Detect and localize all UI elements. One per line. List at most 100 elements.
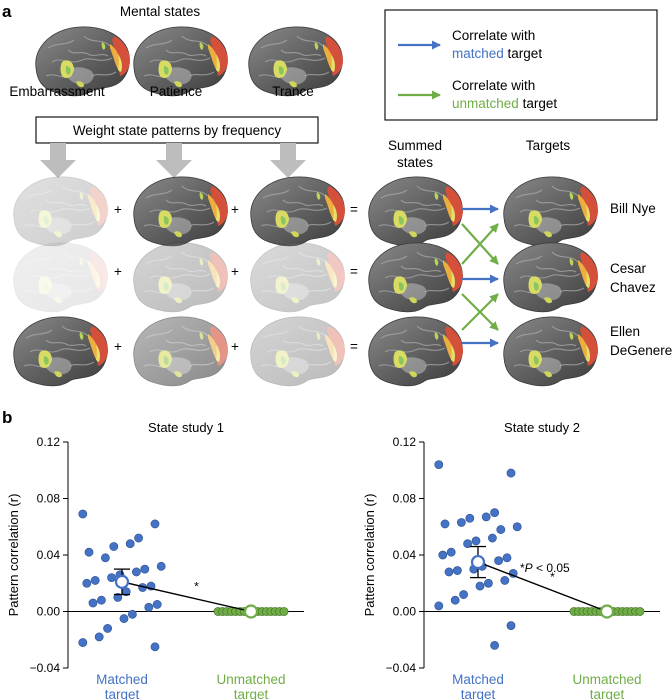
state-label-embarrassment: Embarrassment: [9, 84, 105, 99]
matched-point: [97, 595, 106, 605]
weighted-brain: [133, 242, 229, 313]
weighted-brain: [250, 176, 346, 247]
matched-point: [131, 567, 141, 577]
chart-title: State study 1: [148, 420, 224, 435]
plus-sign: +: [231, 339, 239, 354]
chart-state-study-1: State study 1 −0.04 0.00 0.04 0.08 0.12 Patter…: [6, 420, 304, 700]
matched-point: [506, 468, 516, 478]
chart-state-study-2: State study 2 −0.04 0.00 0.04 0.08 0.12 Patter…: [362, 420, 660, 700]
matched-point: [446, 547, 456, 557]
matched-point: [496, 525, 506, 534]
matched-point: [84, 547, 94, 557]
legend-matched-line: matched target: [452, 46, 542, 61]
weight-box: Weight state patterns by frequency: [35, 116, 319, 144]
matched-point: [150, 642, 160, 652]
unmatched-mean-marker: [243, 604, 259, 619]
matched-point: [152, 600, 162, 609]
matched-point: [103, 624, 112, 633]
summed-brain: [368, 242, 464, 313]
significance-p: P: [525, 561, 533, 575]
matched-point: [440, 519, 450, 529]
unmatched-point: [635, 607, 645, 616]
y-tick-label: 0.00: [393, 605, 417, 619]
targets-title: Targets: [526, 138, 571, 153]
matched-point: [119, 614, 129, 623]
matched-point: [500, 576, 510, 585]
matched-point: [471, 536, 481, 546]
summed-brain: [368, 176, 464, 247]
matched-point: [156, 561, 166, 571]
unmatched-arrow: [461, 223, 499, 265]
matched-point: [90, 576, 100, 585]
matched-point: [502, 553, 512, 563]
state-label-patience: Patience: [150, 84, 203, 99]
unmatched-point: [279, 607, 289, 616]
mean-connector-line: [121, 581, 252, 613]
matched-point: [481, 512, 491, 522]
unmatched-arrow: [461, 293, 499, 331]
down-arrow-2: [156, 143, 192, 178]
weighted-brain: [13, 176, 109, 247]
matched-point: [94, 632, 104, 642]
matched-point: [113, 592, 123, 602]
matched-point: [144, 602, 154, 612]
target-brain: [503, 176, 599, 247]
mental-states-title: Mental states: [120, 4, 201, 19]
weighted-brain-grid: [13, 176, 599, 387]
matched-point: [109, 542, 119, 551]
y-axis-label: Pattern correlation (r): [6, 494, 21, 617]
matched-point: [456, 518, 466, 527]
panel-b-letter: b: [2, 408, 12, 427]
matched-category-label: Matched: [96, 672, 148, 687]
legend-matched-prefix: Correlate with: [452, 28, 535, 43]
y-tick-label: 0.00: [37, 605, 61, 619]
significance-note: *P < 0.05: [520, 561, 570, 575]
matched-mean-marker: [470, 554, 486, 570]
target-brain: [503, 242, 599, 313]
unmatched-category-label: target: [590, 687, 625, 700]
y-tick-label: 0.08: [393, 492, 417, 506]
unmatched-category-label: Unmatched: [216, 672, 285, 687]
matched-point: [450, 595, 460, 605]
matched-point: [82, 578, 92, 588]
y-tick-label: 0.04: [393, 548, 417, 562]
matched-point: [463, 539, 472, 549]
y-tick-label: 0.12: [393, 435, 417, 449]
y-tick-label: 0.04: [37, 548, 61, 562]
matched-point: [490, 508, 499, 518]
down-arrow-3: [270, 143, 306, 178]
significance-star: *: [550, 570, 555, 584]
target-brain: [503, 316, 599, 387]
match-arrows: [461, 204, 499, 348]
legend-unmatched-word: unmatched: [452, 96, 519, 111]
matched-point: [434, 601, 444, 611]
matched-point: [459, 590, 468, 599]
weight-arrows: [40, 143, 306, 178]
legend-box: Correlate with matched target Correlate …: [384, 9, 658, 121]
matched-point: [78, 638, 88, 647]
matched-point: [444, 567, 454, 577]
matched-point: [512, 522, 522, 532]
matched-point: [494, 556, 503, 566]
row-2-operators: + + =: [114, 264, 358, 279]
matched-point: [134, 533, 143, 543]
matched-point: [465, 513, 475, 523]
legend-unmatched-prefix: Correlate with: [452, 78, 535, 93]
unmatched-mean-marker: [599, 604, 615, 619]
panel-a-letter: a: [2, 2, 12, 21]
matched-point: [452, 566, 462, 575]
matched-point: [506, 621, 516, 631]
matched-point: [101, 553, 110, 563]
matched-point: [475, 581, 485, 591]
matched-point: [107, 573, 116, 582]
summed-brain: [368, 316, 464, 387]
chart-title: State study 2: [504, 420, 580, 435]
equals-sign: =: [350, 339, 358, 354]
y-tick-label: −0.04: [30, 661, 61, 675]
weight-box-label: Weight state patterns by frequency: [73, 123, 282, 138]
equals-sign: =: [350, 264, 358, 279]
plus-sign: +: [114, 339, 122, 354]
target-name-1: Bill Nye: [610, 201, 656, 216]
matched-point: [150, 519, 160, 529]
weighted-brain: [13, 242, 109, 313]
